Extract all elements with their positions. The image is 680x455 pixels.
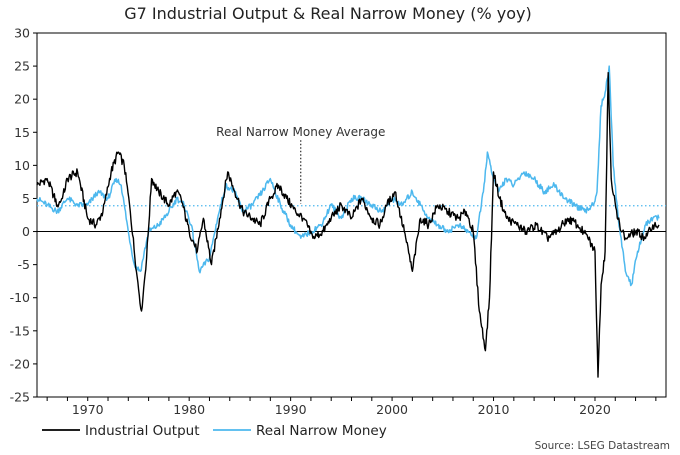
axes: 30 25 20 15 10 5 0 -5 -10 -15 -20 -25 1970 1980 1990 20… (10, 26, 667, 417)
y-tick-label: -25 (10, 390, 30, 405)
legend-label-real-narrow-money: Real Narrow Money (256, 423, 387, 439)
y-tick-label: 15 (14, 125, 30, 140)
y-tick-label: 0 (22, 224, 30, 239)
series-line-industrial-output (36, 72, 660, 378)
plot-frame (36, 32, 667, 398)
x-tick-label: 2020 (579, 402, 611, 417)
y-tick-label: 25 (14, 59, 30, 74)
y-tick-label: 10 (14, 158, 30, 173)
average-line-layer: Real Narrow Money Average (37, 125, 666, 207)
y-tick-label: 30 (14, 26, 30, 41)
y-tick-label: -15 (10, 323, 30, 338)
series-line-real-narrow-money (36, 65, 660, 287)
y-tick-label: 5 (22, 191, 30, 206)
y-tick-label: -5 (18, 257, 30, 272)
legend: Industrial Output Real Narrow Money (42, 423, 387, 439)
average-annotation-label: Real Narrow Money Average (216, 125, 385, 139)
chart-title: G7 Industrial Output & Real Narrow Money… (124, 4, 531, 23)
y-tick-label: 20 (14, 92, 30, 107)
x-tick-label: 2010 (478, 402, 510, 417)
y-tick-label: -20 (10, 356, 30, 371)
legend-label-industrial-output: Industrial Output (85, 423, 200, 439)
y-tick-label: -10 (10, 290, 30, 305)
x-tick-label: 2000 (376, 402, 408, 417)
source-note: Source: LSEG Datastream (535, 440, 670, 452)
series-layer (36, 65, 660, 378)
x-tick-label: 1980 (173, 402, 205, 417)
x-tick-label: 1990 (275, 402, 307, 417)
x-tick-label: 1970 (72, 402, 104, 417)
